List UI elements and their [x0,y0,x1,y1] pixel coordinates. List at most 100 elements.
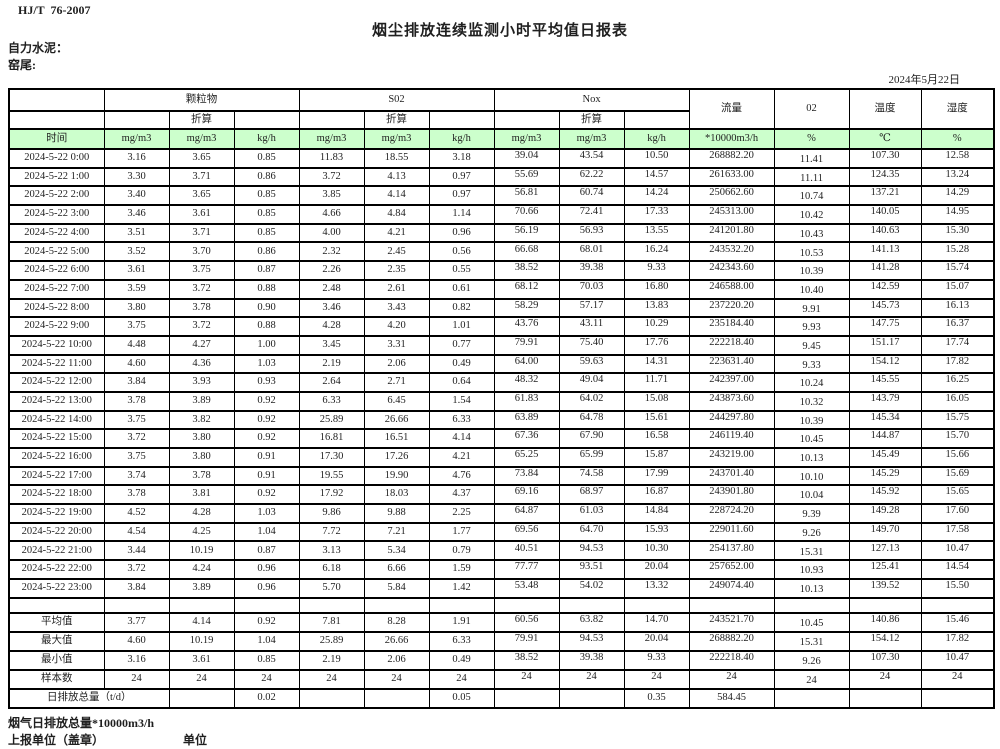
value-cell: 0.64 [428,372,495,393]
time-cell: 2024-5-22 12:00 [8,372,105,393]
value-cell: 154.12 [848,353,922,375]
value-cell: 17.74 [920,334,995,356]
time-cell: 2024-5-22 15:00 [8,428,105,449]
value-cell: 140.63 [848,222,922,244]
summary-value-cell: 24 [558,668,625,690]
value-cell: 9.33 [623,260,690,281]
value-cell: 66.68 [493,241,560,263]
value-cell: 59.63 [558,353,625,375]
value-cell: 0.96 [428,222,495,244]
value-cell: 56.81 [493,185,560,207]
value-cell: 237220.20 [688,297,775,319]
value-cell: 4.54 [103,521,170,543]
summary-value-cell: 39.38 [558,649,625,671]
value-cell: 1.54 [428,390,495,412]
value-cell: 3.72 [168,278,235,300]
value-cell: 16.25 [920,372,995,393]
table-row: 2024-5-22 7:00 3.59 3.72 0.88 2.48 2.61 0.61 68… [8,278,995,300]
value-cell: 5.84 [363,577,430,599]
summary-value-cell: 24 [298,668,365,690]
value-cell: 10.74 [773,185,850,207]
value-cell: 0.86 [233,241,300,263]
summary-label-cell: 样本数 [8,668,105,690]
value-cell: 1.00 [233,334,300,356]
value-cell: 9.88 [363,503,430,524]
value-cell: 3.65 [168,148,235,169]
value-cell: 15.50 [920,577,995,599]
blank-subheader [493,110,560,130]
value-cell: 0.85 [233,222,300,244]
value-cell: 10.43 [773,222,850,244]
value-cell: 143.79 [848,390,922,412]
table-row: 2024-5-22 16:00 3.75 3.80 0.91 17.30 17.26 4.2… [8,447,995,468]
value-cell: 149.28 [848,503,922,524]
value-cell: 3.75 [103,447,170,468]
value-cell: 4.36 [168,353,235,375]
group-header: Nox [493,88,690,112]
time-cell: 2024-5-22 0:00 [8,148,105,169]
standard-code: HJ/T 76-2007 [18,3,91,17]
value-cell: 3.75 [103,409,170,431]
value-cell: 0.86 [233,166,300,188]
value-cell: 145.34 [848,409,922,431]
value-cell: 20.04 [623,559,690,580]
value-cell: 1.14 [428,204,495,225]
summary-value-cell: 3.16 [103,649,170,671]
value-cell: 67.36 [493,428,560,449]
value-cell: 68.12 [493,278,560,300]
value-cell: 64.02 [558,390,625,412]
table-row: 2024-5-22 17:00 3.74 3.78 0.91 19.55 19.90 4.7… [8,465,995,487]
value-cell: 3.81 [168,484,235,506]
value-cell: 70.66 [493,204,560,225]
time-cell: 2024-5-22 18:00 [8,484,105,506]
value-cell: 17.92 [298,484,365,506]
value-cell: 3.61 [168,204,235,225]
empty-cell [8,596,105,614]
summary-value-cell: 4.14 [168,611,235,633]
value-cell: 107.30 [848,148,922,169]
time-cell: 2024-5-22 8:00 [8,297,105,319]
value-cell: 0.79 [428,540,495,562]
daily-total-value-cell [773,687,850,709]
blank-subheader [623,110,690,130]
summary-value-cell: 2.19 [298,649,365,671]
blank-subheader [428,110,495,130]
value-cell: 53.48 [493,577,560,599]
value-cell: 60.74 [558,185,625,207]
summary-value-cell: 10.47 [920,649,995,671]
value-cell: 2.48 [298,278,365,300]
value-cell: 246588.00 [688,278,775,300]
table-row: 2024-5-22 21:00 3.44 10.19 0.87 3.13 5.34 0.79… [8,540,995,562]
time-header-blank [8,110,105,130]
value-cell: 10.39 [773,409,850,431]
value-cell: 9.33 [773,353,850,375]
value-cell: 11.11 [773,166,850,188]
value-cell: 10.29 [623,316,690,337]
value-cell: 3.18 [428,148,495,169]
value-cell: 3.84 [103,372,170,393]
daily-total-value-cell [168,687,235,709]
value-cell: 9.91 [773,297,850,319]
summary-label-cell: 最小值 [8,649,105,671]
table-row: 2024-5-22 0:00 3.16 3.65 0.85 11.83 18.55 3.18… [8,148,995,169]
table-row: 2024-5-22 2:00 3.40 3.65 0.85 3.85 4.14 0.97 56… [8,185,995,207]
unit-label: 单位 [183,733,208,747]
value-cell: 147.75 [848,316,922,337]
summary-row: 平均值 3.77 4.14 0.92 7.81 8.28 1.91 60.56 63.82 14.… [8,611,995,633]
value-cell: 57.17 [558,297,625,319]
unit-header: mg/m3 [298,128,365,150]
value-cell: 242343.60 [688,260,775,281]
value-cell: 6.45 [363,390,430,412]
value-cell: 141.13 [848,241,922,263]
value-cell: 10.04 [773,484,850,506]
empty-cell [428,596,495,614]
summary-value-cell: 24 [623,668,690,690]
summary-value-cell: 9.26 [773,649,850,671]
unit-header: mg/m3 [493,128,560,150]
unit-header: mg/m3 [363,128,430,150]
value-cell: 9.86 [298,503,365,524]
value-cell: 4.27 [168,334,235,356]
value-cell: 69.56 [493,521,560,543]
value-cell: 2.45 [363,241,430,263]
value-cell: 243901.80 [688,484,775,506]
